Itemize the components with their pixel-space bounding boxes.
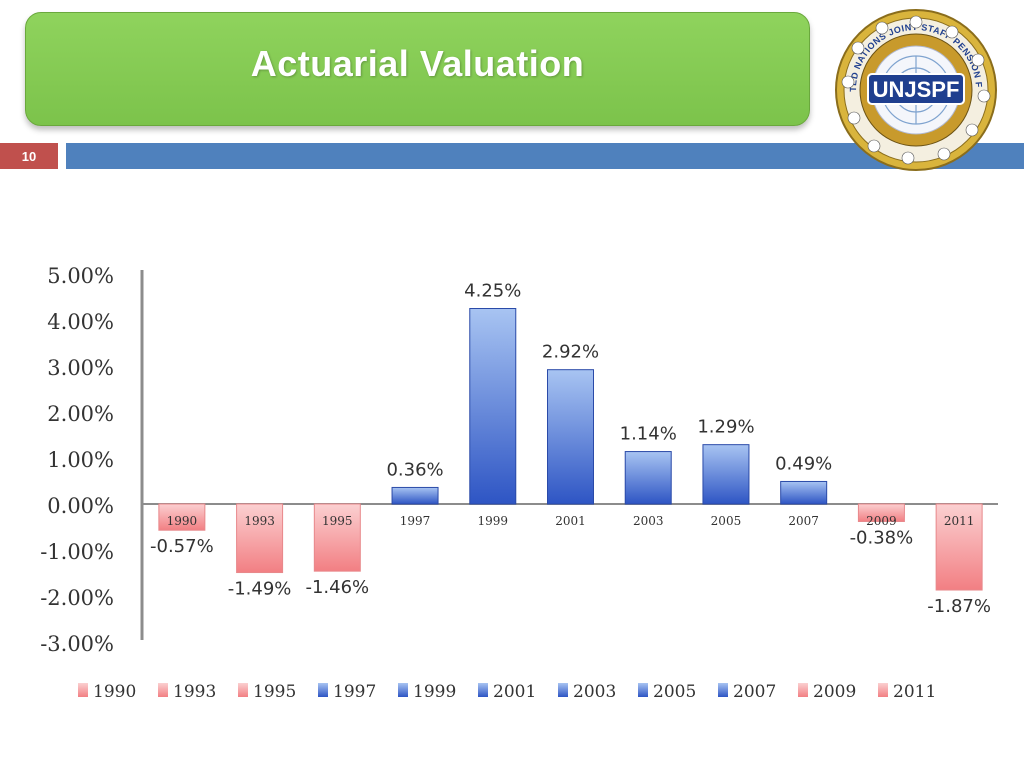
bar-1997 — [391, 486, 439, 505]
x-tick-label: 1995 — [322, 514, 353, 528]
y-tick-label: 0.00% — [47, 494, 114, 518]
legend-entry: 1993 — [173, 682, 216, 702]
legend-entry: 1995 — [253, 682, 296, 702]
y-tick-label: -3.00% — [40, 632, 114, 656]
y-tick-label: 3.00% — [47, 356, 114, 380]
page-number: 10 — [21, 148, 37, 164]
data-label: -0.38% — [850, 527, 914, 548]
data-label: 0.49% — [775, 453, 832, 474]
legend-entry: 2001 — [493, 682, 536, 702]
y-tick-label: 1.00% — [47, 448, 114, 472]
legend-entry: 2011 — [893, 682, 936, 702]
bar-2005 — [702, 444, 750, 505]
bar-2009 — [857, 503, 905, 522]
x-tick-label: 2001 — [555, 514, 586, 528]
slide-title: Actuarial Valuation — [250, 43, 585, 84]
data-label: 4.25% — [464, 281, 521, 302]
legend-swatch — [638, 683, 648, 697]
x-tick-label: 2003 — [633, 514, 664, 528]
y-tick-label: -1.00% — [40, 540, 114, 564]
legend-entry: 2007 — [733, 682, 776, 702]
data-label: 1.14% — [620, 424, 677, 445]
legend-entry: 1997 — [333, 682, 376, 702]
data-label: 1.29% — [697, 417, 754, 438]
legend-swatch — [478, 683, 488, 697]
legend-swatch — [558, 683, 568, 697]
legend-swatch — [878, 683, 888, 697]
x-tick-label: 2007 — [788, 514, 819, 528]
y-tick-label: -2.00% — [40, 586, 114, 610]
bar-2007 — [780, 480, 828, 505]
legend-swatch — [318, 683, 328, 697]
data-label: -1.49% — [228, 579, 292, 600]
data-label: 2.92% — [542, 342, 599, 363]
x-tick-label: 2005 — [711, 514, 742, 528]
legend-swatch — [798, 683, 808, 697]
x-tick-label: 2011 — [944, 514, 975, 528]
bar-1990 — [158, 503, 206, 531]
data-label: -0.57% — [150, 536, 214, 557]
y-tick-label: 4.00% — [47, 310, 114, 334]
data-label: -1.46% — [305, 577, 369, 598]
y-tick-label: 2.00% — [47, 402, 114, 426]
bar-1995 — [313, 503, 361, 572]
x-tick-label: 2009 — [866, 514, 897, 528]
data-label: 0.36% — [386, 459, 443, 480]
bar-1993 — [236, 503, 284, 574]
bar-2001 — [547, 369, 594, 505]
bar-2011 — [935, 503, 983, 591]
legend-entry: 2009 — [813, 682, 856, 702]
x-tick-label: 1999 — [477, 514, 508, 528]
legend-swatch — [238, 683, 248, 697]
legend-entry: 2005 — [653, 682, 696, 702]
legend-entry: 1990 — [93, 682, 136, 702]
page-number-box: 10 — [0, 143, 58, 169]
legend-swatch — [78, 683, 88, 697]
logo-text: UNJSPF — [873, 77, 960, 102]
y-tick-label: 5.00% — [47, 264, 114, 288]
title-banner: Actuarial Valuation — [25, 12, 810, 126]
bar-1999 — [469, 308, 517, 505]
x-tick-label: 1993 — [244, 514, 275, 528]
legend-entry: 1999 — [413, 682, 456, 702]
legend-swatch — [718, 683, 728, 697]
data-label: -1.87% — [927, 596, 991, 617]
legend-swatch — [398, 683, 408, 697]
legend-entry: 2003 — [573, 682, 616, 702]
bar-2003 — [624, 451, 672, 505]
x-tick-label: 1990 — [167, 514, 198, 528]
legend-swatch — [158, 683, 168, 697]
x-tick-label: 1997 — [400, 514, 431, 528]
unjspf-logo: UNJSPF UNITED NATIONS JOINT STAFF PENSIO… — [834, 8, 997, 171]
